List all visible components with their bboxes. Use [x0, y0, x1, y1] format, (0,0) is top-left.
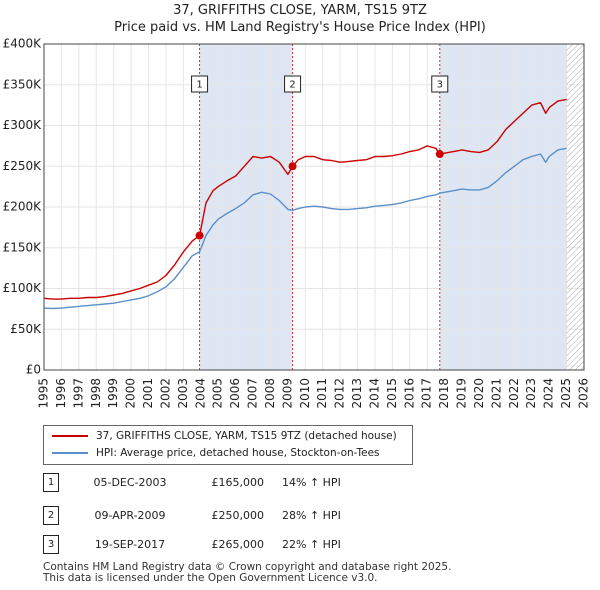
- x-tick-label-2018: 2018: [437, 378, 451, 409]
- sale-point-1: [195, 231, 204, 240]
- sale-price: £250,000: [211, 509, 265, 522]
- x-tick-label-2015: 2015: [385, 378, 399, 409]
- chart-title: 37, GRIFFITHS CLOSE, YARM, TS15 9TZ: [173, 3, 427, 18]
- x-tick-label-2005: 2005: [211, 378, 225, 409]
- property-price-line: [43, 98, 567, 300]
- legend-label-property: 37, GRIFFITHS CLOSE, YARM, TS15 9TZ (det…: [96, 430, 397, 442]
- x-tick-label-1995: 1995: [37, 378, 51, 409]
- sale-label-box-3: [431, 75, 449, 93]
- x-tick-label-2019: 2019: [455, 378, 469, 409]
- x-tick-label-1996: 1996: [54, 378, 68, 409]
- sale-label-number-2: 2: [289, 80, 295, 91]
- sale-hpi-change: 28% ↑ HPI: [282, 509, 341, 522]
- x-tick-label-2014: 2014: [367, 378, 381, 409]
- x-tick-label-2026: 2026: [577, 378, 591, 409]
- x-tick-label-2009: 2009: [280, 378, 294, 409]
- y-tick-label-350000: £350K: [3, 77, 43, 91]
- x-tick-label-2024: 2024: [542, 378, 556, 409]
- x-tick-label-2000: 2000: [124, 378, 138, 409]
- y-tick-label-250000: £250K: [3, 159, 43, 173]
- x-tick-label-2011: 2011: [315, 378, 329, 409]
- sale-label-box-1: [191, 75, 209, 93]
- sale-row-3: 3 19-SEP-2017 £265,000 22% ↑ HPI: [0, 535, 600, 555]
- sale-point-2: [288, 162, 297, 171]
- x-tick-label-2006: 2006: [228, 378, 242, 409]
- sale-hpi-change: 14% ↑ HPI: [282, 476, 341, 489]
- x-tick-label-1999: 1999: [106, 378, 120, 409]
- sale-label-box-2: [284, 75, 302, 93]
- x-tick-label-2003: 2003: [176, 378, 190, 409]
- x-tick-label-2023: 2023: [524, 378, 538, 409]
- sale-number-badge: 1: [43, 473, 59, 492]
- x-tick-label-2021: 2021: [489, 378, 503, 409]
- sale-date: 09-APR-2009: [94, 509, 166, 522]
- y-tick-label-50000: £50K: [10, 322, 42, 336]
- legend-label-hpi: HPI: Average price, detached house, Stoc…: [96, 447, 380, 459]
- y-tick-label-300000: £300K: [3, 118, 43, 132]
- y-tick-label-400000: £400K: [3, 37, 43, 51]
- sale-hpi-change: 22% ↑ HPI: [282, 538, 341, 551]
- y-tick-label-150000: £150K: [3, 240, 43, 254]
- legend-item-hpi: HPI: Average price, detached house, Stoc…: [44, 445, 410, 461]
- x-tick-label-2012: 2012: [333, 378, 347, 409]
- forecast-hatch-area: [566, 44, 584, 370]
- x-tick-label-2010: 2010: [298, 378, 312, 409]
- sale-date: 19-SEP-2017: [94, 538, 166, 551]
- x-tick-label-1998: 1998: [89, 378, 103, 409]
- x-tick-label-2013: 2013: [350, 378, 364, 409]
- x-tick-label-2001: 2001: [141, 378, 155, 409]
- footer-licence: This data is licensed under the Open Gov…: [43, 572, 378, 584]
- sale-label-number-1: 1: [196, 80, 202, 91]
- sale-number-badge: 2: [43, 506, 59, 525]
- x-tick-label-2004: 2004: [193, 378, 207, 409]
- sale-row-1: 1 05-DEC-2003 £165,000 14% ↑ HPI: [0, 473, 600, 493]
- x-tick-label-2002: 2002: [158, 378, 172, 409]
- legend-swatch-hpi: [52, 452, 88, 454]
- y-tick-label-0: £0: [26, 363, 41, 377]
- x-tick-label-2007: 2007: [246, 378, 260, 409]
- y-tick-label-200000: £200K: [3, 200, 43, 214]
- footer: Contains HM Land Registry data © Crown c…: [43, 562, 451, 584]
- x-tick-label-2017: 2017: [420, 378, 434, 409]
- x-tick-label-2016: 2016: [402, 378, 416, 409]
- x-tick-label-1997: 1997: [71, 378, 85, 409]
- legend-swatch-property: [52, 435, 88, 437]
- footer-copyright: Contains HM Land Registry data © Crown c…: [43, 561, 452, 573]
- sale-price: £165,000: [211, 476, 265, 489]
- hpi-line: [43, 147, 567, 310]
- x-tick-label-2020: 2020: [472, 378, 486, 409]
- sale-date: 05-DEC-2003: [93, 476, 167, 489]
- legend: 37, GRIFFITHS CLOSE, YARM, TS15 9TZ (det…: [43, 425, 413, 465]
- sale-row-2: 2 09-APR-2009 £250,000 28% ↑ HPI: [0, 506, 600, 526]
- sale-price: £265,000: [211, 538, 265, 551]
- sale-point-3: [435, 150, 444, 159]
- plot-frame: [43, 43, 585, 371]
- chart-subtitle: Price paid vs. HM Land Registry's House …: [114, 20, 486, 35]
- x-tick-label-2008: 2008: [263, 378, 277, 409]
- y-tick-label-100000: £100K: [3, 281, 43, 295]
- x-tick-label-2025: 2025: [559, 378, 573, 409]
- legend-item-property: 37, GRIFFITHS CLOSE, YARM, TS15 9TZ (det…: [44, 428, 410, 444]
- x-tick-label-2022: 2022: [507, 378, 521, 409]
- sale-number-badge: 3: [43, 535, 59, 554]
- sale-label-number-3: 3: [437, 80, 443, 91]
